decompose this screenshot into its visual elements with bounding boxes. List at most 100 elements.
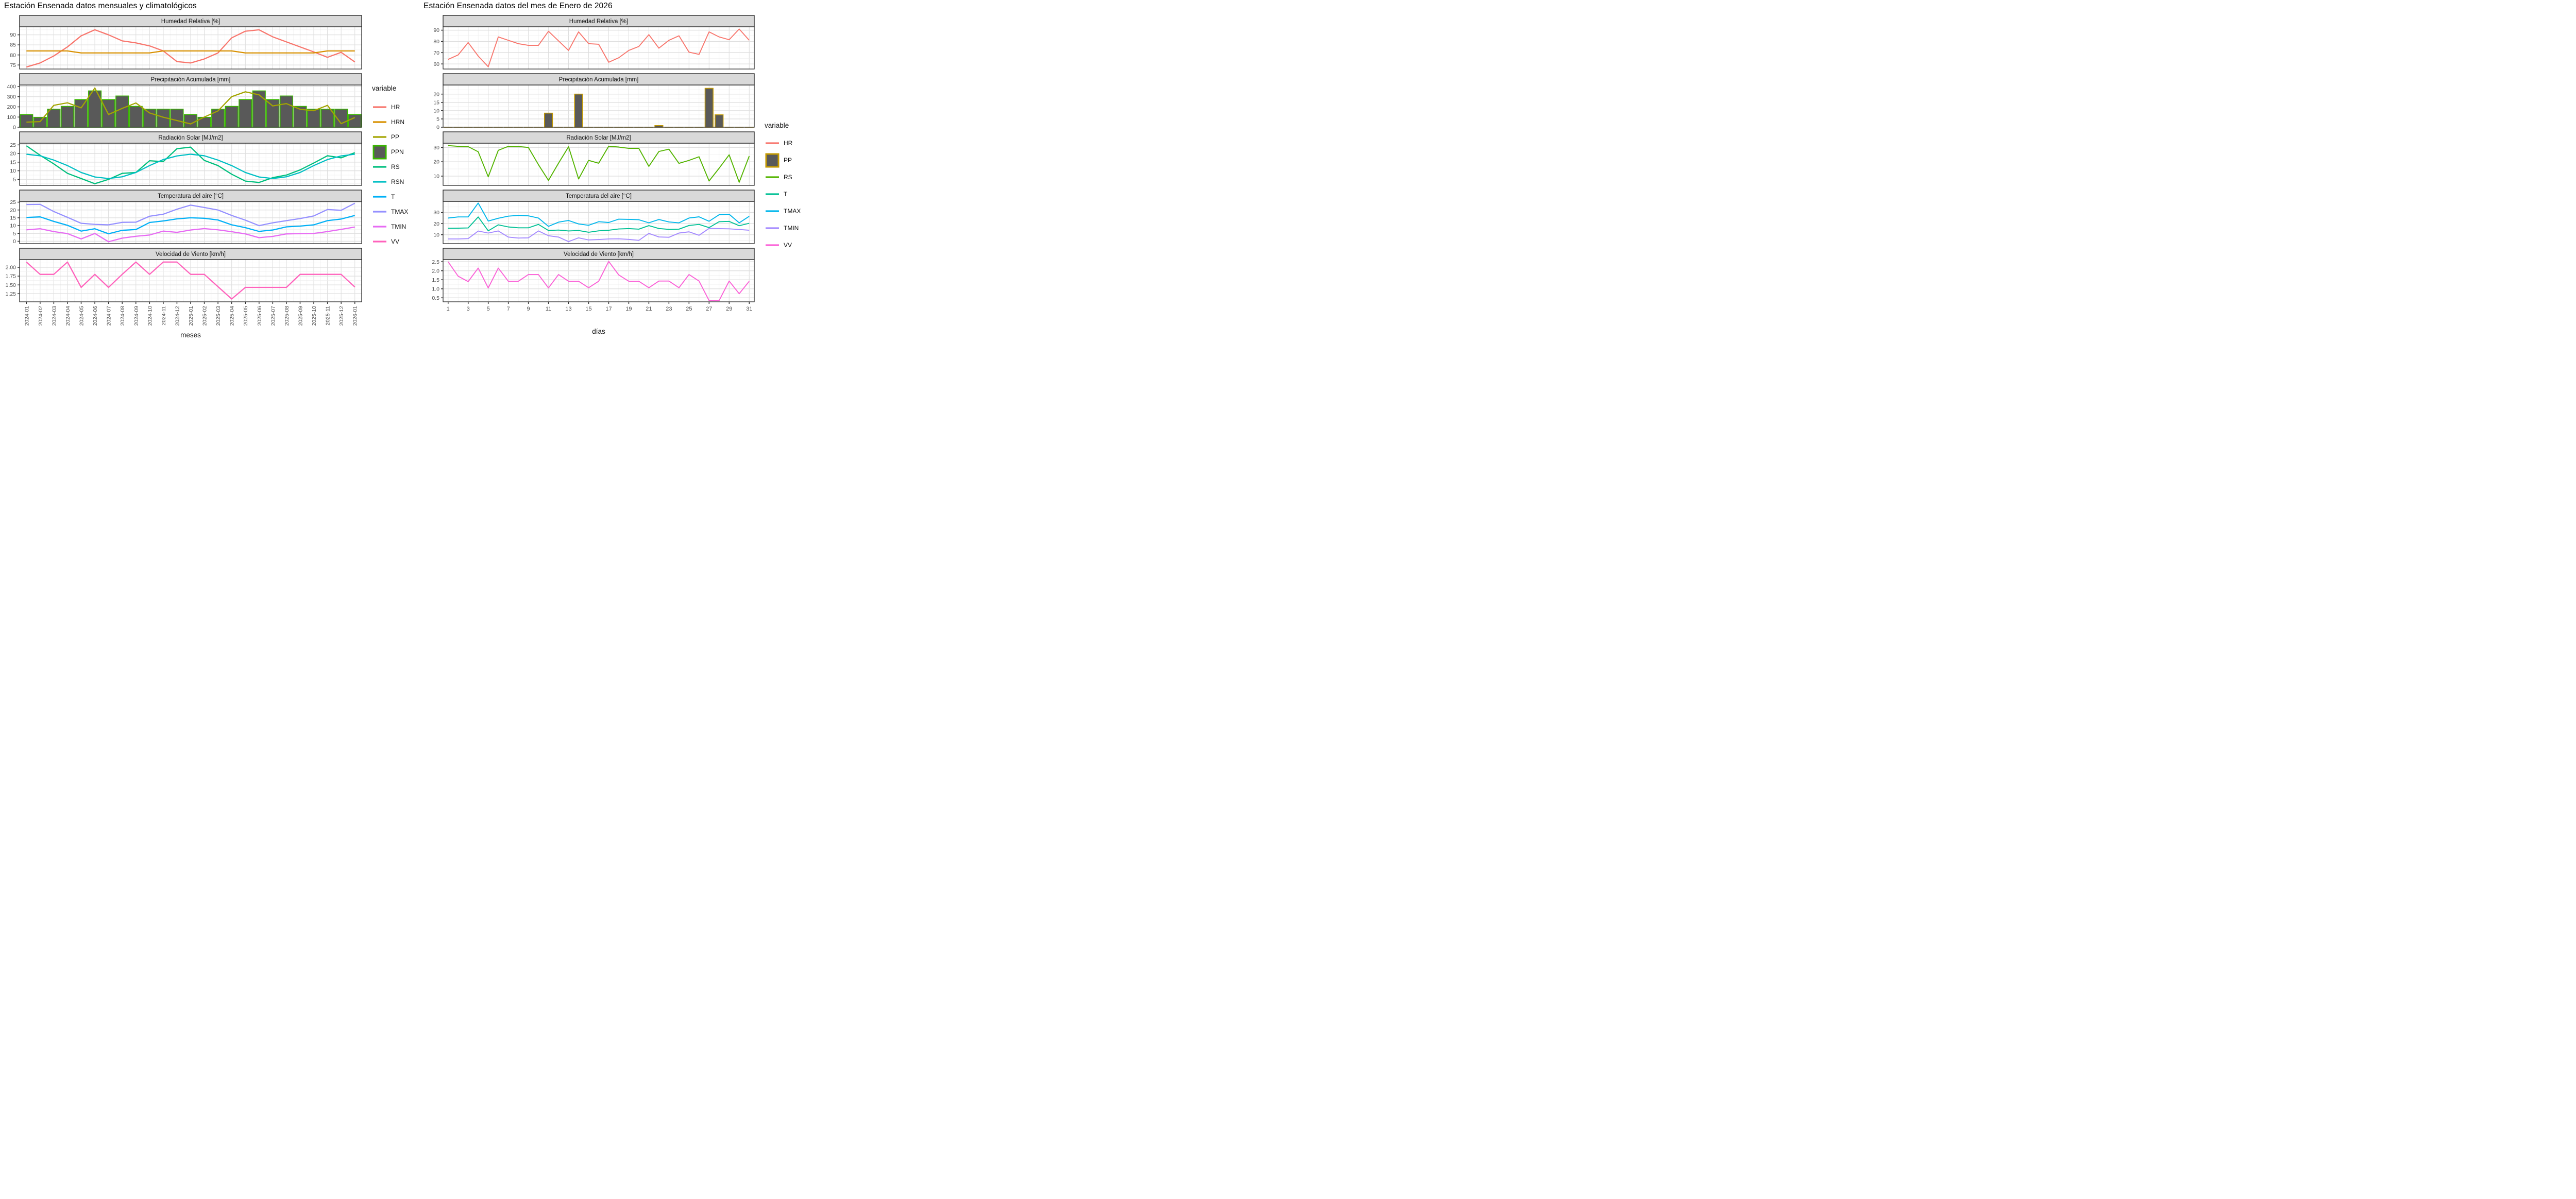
panel-strip-label: Humedad Relativa [%] xyxy=(569,19,628,25)
x-tick-label: 23 xyxy=(666,306,672,312)
x-tick-label: 2025-08 xyxy=(284,306,290,326)
legend-entry-label: RSN xyxy=(391,178,404,185)
panel-strip-label: Radiación Solar [MJ/m2] xyxy=(566,135,631,141)
legend-entry-T: T xyxy=(373,193,395,200)
series-PP-line xyxy=(26,87,355,125)
panel-strip xyxy=(19,73,362,85)
y-tick-label: 25 xyxy=(10,142,16,148)
x-tick-label: 2024-12 xyxy=(174,306,180,326)
legend-entry-label: TMAX xyxy=(784,208,801,215)
legend-title: variable xyxy=(765,122,789,129)
january-2026-daily-figure: Humedad Relativa [%]60708090Precipitació… xyxy=(432,15,801,335)
panel-0-3: Temperatura del aire [°C] 05 10 15 20 25 xyxy=(10,190,362,245)
y-tick-label: 80 xyxy=(433,39,439,45)
panel-strip-label: Velocidad de Viento [km/h] xyxy=(564,251,634,258)
series-PPN xyxy=(20,90,362,128)
x-axis-title: meses xyxy=(180,331,201,339)
y-tick-label: 20 xyxy=(433,221,439,227)
legend-entry-label: TMAX xyxy=(391,208,408,215)
y-tick-label: 85 xyxy=(10,42,16,48)
panel-0-0: Humedad Relativa [%] 75 80 85 90 xyxy=(10,15,362,70)
y-tick-label: 100 xyxy=(7,114,16,121)
legend-entry-PPN: PPN xyxy=(372,145,404,160)
panel-0-2: Radiación Solar [MJ/m2] 5 10 15 20 25 xyxy=(10,131,362,186)
legend-entry-HR: HR xyxy=(373,104,400,111)
y-tick-label: 2.5 xyxy=(432,259,439,265)
y-tick-label: 30 xyxy=(433,145,439,151)
x-tick-label: 2025-05 xyxy=(243,306,249,326)
x-tick-label: 2025-06 xyxy=(257,306,263,326)
panel-strip-label: Temperatura del aire [°C] xyxy=(158,193,224,199)
panel-strip xyxy=(443,190,755,202)
panel-strip xyxy=(19,248,362,260)
panel-1-3: Temperatura del aire [°C] 10 20 30 xyxy=(433,190,755,244)
x-tick-label: 3 xyxy=(467,306,470,312)
series-VV-line xyxy=(26,261,355,300)
legend-entry-HRN: HRN xyxy=(373,118,404,126)
x-tick-label: 15 xyxy=(585,306,591,312)
series-HR-line xyxy=(448,28,750,67)
y-tick-label: 1.5 xyxy=(432,277,439,283)
y-tick-label: 5 xyxy=(13,177,16,183)
legend-entry-label: PP xyxy=(784,157,792,164)
legend-entry-label: TMIN xyxy=(784,225,799,232)
y-tick-label: 0.5 xyxy=(432,295,439,301)
x-tick-label: 2025-09 xyxy=(297,306,303,326)
series-T-line xyxy=(448,216,750,233)
left-figure-title: Estación Ensenada datos mensuales y clim… xyxy=(4,2,197,10)
y-tick-label: 10 xyxy=(433,174,439,180)
panel-strip xyxy=(19,131,362,144)
y-tick-label: 5 xyxy=(13,231,16,237)
y-tick-label: 10 xyxy=(433,232,439,238)
legend-bar-swatch xyxy=(765,153,779,168)
y-tick-label: 2.00 xyxy=(6,265,16,271)
y-tick-label: 1.75 xyxy=(6,273,16,280)
panel-strip xyxy=(19,190,362,202)
x-tick-label: 2024-03 xyxy=(51,306,57,326)
legend-entry-PP: PP xyxy=(765,153,792,168)
x-tick-label: 9 xyxy=(527,306,530,312)
x-tick-label: 2025-02 xyxy=(202,306,208,326)
x-tick-label: 1 xyxy=(447,306,450,312)
series-VV-line xyxy=(447,261,750,301)
x-tick-label: 7 xyxy=(507,306,510,312)
y-tick-label: 20 xyxy=(433,159,439,165)
y-tick-label: 80 xyxy=(10,52,16,58)
y-tick-label: 60 xyxy=(433,61,439,67)
panel-0-1: Precipitación Acumulada [mm] 0 100 200 300 40… xyxy=(7,73,362,131)
panel-strip-label: Radiación Solar [MJ/m2] xyxy=(158,135,223,141)
x-axis-title: días xyxy=(592,328,605,335)
series-RSN-line xyxy=(26,153,355,179)
x-tick-label: 2025-03 xyxy=(215,306,222,326)
x-tick-label: 2025-04 xyxy=(229,306,235,326)
legend-entry-label: RS xyxy=(784,174,792,181)
legend-entry-PP: PP xyxy=(373,133,399,141)
y-tick-label: 0 xyxy=(13,125,16,131)
x-tick-label: 5 xyxy=(487,306,490,312)
series-RS-line xyxy=(448,145,750,183)
legend-entry-label: RS xyxy=(391,163,400,170)
panel-1-2: Radiación Solar [MJ/m2] 10 20 30 xyxy=(433,131,755,186)
panel-1-0: Humedad Relativa [%] 60 70 80 90 xyxy=(433,15,755,70)
legend-right: variable HR PP RS T TMAX TMIN VV xyxy=(765,122,801,249)
x-tick-label: 2024-02 xyxy=(38,306,44,326)
y-tick-label: 2.0 xyxy=(432,268,439,274)
x-tick-label: 2024-04 xyxy=(65,306,71,326)
y-tick-label: 90 xyxy=(433,27,439,33)
x-tick-label: 2024-01 xyxy=(24,306,30,326)
y-tick-label: 15 xyxy=(433,99,439,106)
panel-strip-label: Precipitación Acumulada [mm] xyxy=(151,77,231,83)
series-RS-line xyxy=(26,145,355,184)
legend-entry-HR: HR xyxy=(766,140,793,147)
y-tick-label: 10 xyxy=(10,223,16,229)
x-tick-label: 2025-11 xyxy=(325,306,331,326)
panel-strip xyxy=(443,73,755,85)
y-tick-label: 30 xyxy=(433,210,439,216)
panel-strip-label: Humedad Relativa [%] xyxy=(161,19,220,25)
x-tick-label: 2024-09 xyxy=(133,306,140,326)
y-tick-label: 90 xyxy=(10,32,16,38)
x-tick-label: 21 xyxy=(646,306,652,312)
legend-entry-label: T xyxy=(391,193,395,200)
x-tick-label: 2025-10 xyxy=(311,306,317,326)
y-tick-label: 0 xyxy=(436,125,439,131)
